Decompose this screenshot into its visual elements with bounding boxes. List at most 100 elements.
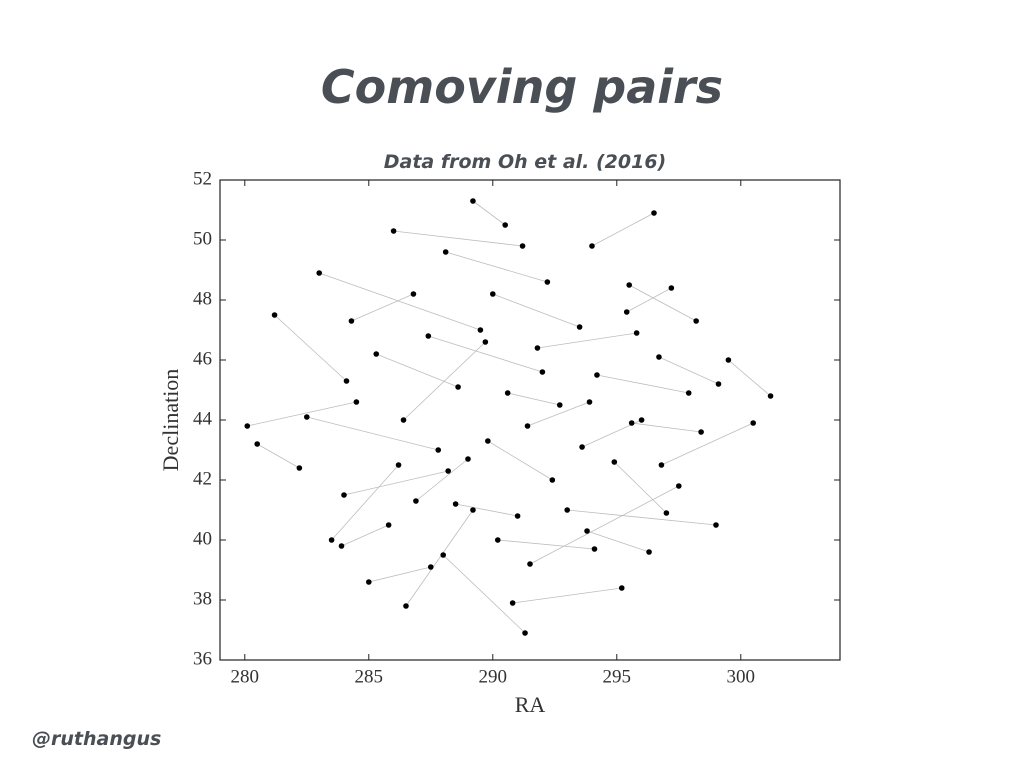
- star-point: [715, 381, 722, 387]
- star-point: [400, 417, 407, 423]
- star-point: [455, 384, 461, 390]
- y-axis-label: Declination: [158, 369, 183, 472]
- star-point: [403, 603, 409, 609]
- y-tick-label: 44: [193, 408, 213, 429]
- pair-line: [319, 272, 481, 331]
- pair-line: [274, 314, 347, 382]
- star-point: [767, 393, 774, 399]
- pair-line: [629, 284, 697, 322]
- y-tick-label: 40: [193, 528, 212, 549]
- star-point: [465, 456, 471, 462]
- star-point: [589, 243, 595, 249]
- star-point: [611, 459, 618, 465]
- plot-frame: [219, 179, 841, 661]
- y-tick-label: 46: [193, 348, 212, 369]
- pair-line: [591, 212, 655, 247]
- star-point: [725, 357, 732, 363]
- plot-area: [244, 198, 774, 636]
- star-point: [628, 420, 635, 426]
- pair-line: [415, 458, 469, 502]
- star-point: [663, 510, 670, 516]
- pair-line: [445, 251, 548, 283]
- pair-line: [472, 200, 506, 226]
- star-point: [425, 333, 432, 339]
- star-point: [296, 465, 303, 471]
- pair-line: [728, 359, 771, 397]
- y-tick-label: 50: [193, 228, 212, 249]
- pair-line: [661, 422, 754, 466]
- star-point: [328, 537, 335, 543]
- pair-line: [376, 353, 459, 388]
- pair-line: [507, 392, 560, 406]
- star-point: [564, 507, 570, 513]
- star-point: [522, 630, 528, 636]
- footer-handle: @ruthangus: [32, 728, 161, 750]
- star-point: [271, 312, 278, 318]
- star-point: [646, 549, 652, 555]
- pair-line: [512, 587, 622, 604]
- star-point: [348, 318, 355, 324]
- pair-line: [487, 440, 553, 481]
- pair-line: [492, 293, 580, 328]
- star-point: [482, 339, 489, 345]
- pair-line: [567, 509, 717, 526]
- star-point: [584, 528, 590, 534]
- star-point: [576, 324, 583, 330]
- star-point: [524, 423, 531, 429]
- star-point: [494, 537, 501, 543]
- x-tick-label: 290: [479, 666, 508, 687]
- star-point: [390, 228, 397, 234]
- y-tick-label: 52: [193, 168, 212, 189]
- star-point: [452, 501, 459, 507]
- star-point: [445, 468, 451, 474]
- star-point: [656, 354, 662, 360]
- pair-line: [626, 287, 672, 313]
- y-tick-label: 38: [193, 588, 212, 609]
- pair-line: [405, 509, 474, 607]
- star-point: [586, 399, 593, 405]
- star-point: [435, 447, 442, 453]
- pair-line: [527, 401, 590, 427]
- y-tick-label: 36: [193, 648, 212, 669]
- star-point: [442, 249, 449, 255]
- star-point: [509, 600, 516, 606]
- star-point: [440, 552, 447, 558]
- star-point: [485, 438, 491, 444]
- star-point: [527, 561, 533, 567]
- pair-line: [529, 485, 679, 565]
- pair-line: [442, 554, 526, 634]
- pair-line: [257, 443, 300, 469]
- star-point: [338, 543, 345, 549]
- star-point: [633, 330, 640, 336]
- star-point: [693, 318, 699, 324]
- pair-line: [537, 332, 637, 349]
- x-axis-label: RA: [515, 692, 546, 717]
- star-point: [514, 513, 521, 519]
- star-point: [504, 390, 511, 396]
- star-point: [556, 402, 563, 408]
- star-point: [373, 351, 380, 357]
- pair-line: [631, 422, 702, 433]
- star-point: [395, 462, 402, 468]
- pair-line: [403, 341, 486, 421]
- star-point: [658, 462, 665, 468]
- x-tick-label: 285: [355, 666, 384, 687]
- star-point: [539, 369, 546, 375]
- star-point: [534, 345, 541, 351]
- star-point: [698, 429, 704, 435]
- pair-line: [393, 230, 523, 247]
- x-tick-label: 295: [603, 666, 632, 687]
- star-point: [549, 477, 556, 483]
- pair-line: [331, 464, 399, 541]
- star-point: [343, 378, 350, 384]
- pair-line: [596, 374, 689, 394]
- star-point: [623, 309, 630, 315]
- star-point: [385, 522, 392, 528]
- x-tick-label: 300: [727, 666, 756, 687]
- pair-line: [658, 356, 719, 385]
- star-point: [316, 270, 323, 276]
- star-point: [544, 279, 551, 285]
- star-point: [244, 423, 251, 429]
- star-point: [366, 579, 372, 585]
- star-point: [410, 291, 417, 297]
